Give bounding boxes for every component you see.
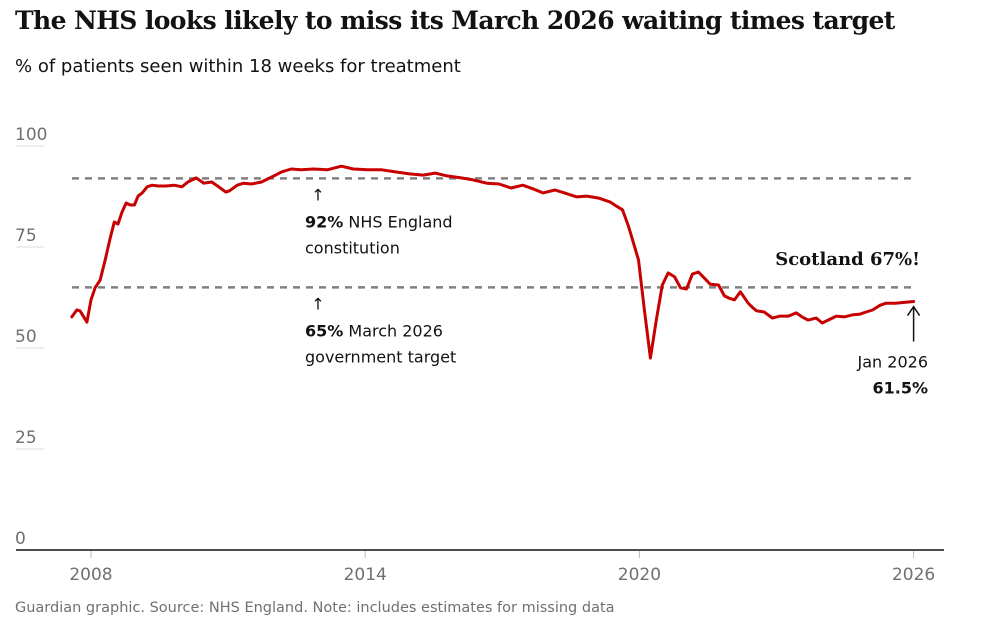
reference-text: March 2026: [343, 321, 443, 340]
series-line: [70, 164, 916, 360]
chart-title: The NHS looks likely to miss its March 2…: [15, 6, 895, 35]
chart-subtitle: % of patients seen within 18 weeks for t…: [15, 56, 461, 77]
y-axis: 0 25 50 75 100: [15, 125, 47, 549]
reference-label-92: 92% NHS England: [305, 212, 453, 231]
arrow-up-icon: ↑: [311, 294, 324, 313]
y-tick-label-100: 100: [15, 125, 47, 145]
reference-value: 92%: [305, 212, 343, 231]
reference-text: NHS England: [343, 212, 452, 231]
reference-lines: ↑ 92% NHS England constitution ↑ 65% March 2…: [72, 177, 916, 366]
y-tick-label-75: 75: [15, 226, 37, 246]
reference-value: 65%: [305, 321, 343, 340]
y-tick-label-0: 0: [15, 529, 26, 549]
final-point-value: 61.5%: [872, 379, 928, 398]
series-layer: [70, 164, 916, 360]
x-axis: 2008 2014 2020 2026: [16, 549, 944, 585]
reference-label-65: 65% March 2026: [305, 321, 443, 340]
final-arrow-icon: [906, 305, 921, 316]
reference-label-line2-65: government target: [305, 347, 456, 366]
arrow-up-icon: ↑: [311, 185, 324, 204]
y-tick-label-25: 25: [15, 428, 37, 448]
x-tick-label-2020: 2020: [618, 565, 661, 585]
x-tick-label-2026: 2026: [892, 565, 935, 585]
y-tick-label-50: 50: [15, 327, 37, 347]
source-note: Guardian graphic. Source: NHS England. N…: [15, 600, 615, 616]
final-point-date: Jan 2026: [857, 353, 928, 372]
scotland-annotation: Scotland 67%!: [775, 249, 920, 270]
annotations: Scotland 67%! Jan 2026 61.5%: [775, 249, 928, 398]
reference-label-line2-92: constitution: [305, 238, 400, 257]
x-tick-label-2008: 2008: [69, 565, 112, 585]
x-tick-label-2014: 2014: [344, 565, 387, 585]
